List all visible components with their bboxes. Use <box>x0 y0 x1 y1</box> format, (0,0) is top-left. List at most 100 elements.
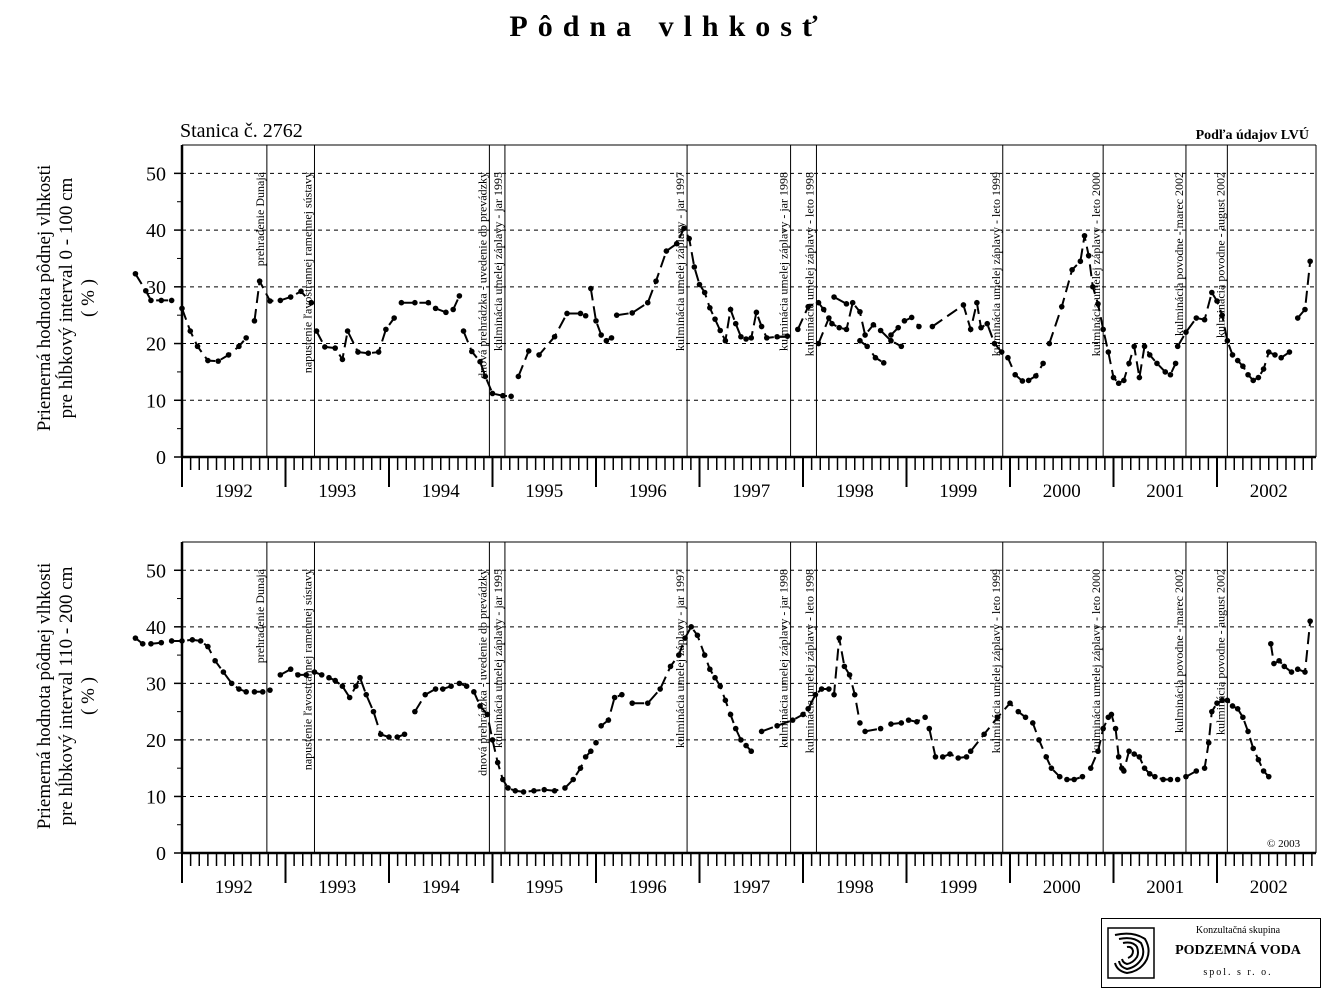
data-point <box>1271 660 1277 667</box>
data-point <box>1276 657 1282 664</box>
data-point <box>139 640 146 647</box>
data-point <box>551 333 558 340</box>
data-point <box>536 352 542 358</box>
data-point <box>1126 748 1132 755</box>
data-point <box>717 327 723 334</box>
station-label: Stanica č. 2762 <box>180 120 303 142</box>
data-point <box>743 336 749 342</box>
data-point <box>236 686 242 692</box>
x-tick-label: 1996 <box>629 481 667 502</box>
data-point <box>748 335 755 341</box>
x-tick-label: 1994 <box>422 481 461 502</box>
series-line <box>1089 712 1178 781</box>
data-point <box>1036 737 1042 743</box>
data-point <box>738 737 744 743</box>
data-point <box>629 310 636 316</box>
data-point <box>1019 378 1026 384</box>
data-point <box>363 691 370 698</box>
data-point <box>463 683 470 689</box>
data-point <box>582 312 589 319</box>
data-point <box>815 340 822 347</box>
data-point <box>667 663 674 670</box>
data-point <box>1152 773 1158 780</box>
data-point <box>344 328 351 334</box>
data-point <box>148 640 154 647</box>
data-point <box>836 635 843 641</box>
data-point <box>681 225 687 232</box>
data-point <box>820 306 827 313</box>
y-tick-label: 50 <box>146 163 166 185</box>
x-tick-label: 1999 <box>939 481 977 502</box>
data-point <box>707 305 713 311</box>
data-point <box>1174 343 1181 350</box>
data-point <box>932 754 939 760</box>
data-point <box>1240 714 1246 721</box>
data-point <box>582 754 589 760</box>
data-point <box>1025 377 1032 384</box>
data-point <box>267 687 273 693</box>
data-point <box>611 694 618 701</box>
data-point <box>984 320 991 327</box>
event-label: kulminácia umelej záplavy - jar 1997 <box>673 172 687 351</box>
data-point <box>701 652 708 658</box>
x-tick-label: 1999 <box>939 877 977 898</box>
data-point <box>1250 377 1257 384</box>
data-point <box>477 703 483 709</box>
data-point <box>1022 714 1029 721</box>
data-point <box>898 720 905 726</box>
data-point <box>963 754 970 760</box>
event-label: kulminácia umelej záplavy - leto 1998 <box>802 172 816 356</box>
data-point <box>394 734 401 740</box>
data-point <box>1005 354 1011 361</box>
data-point <box>422 691 429 698</box>
data-point <box>955 755 962 761</box>
data-point <box>189 637 196 643</box>
x-tick-label: 1993 <box>318 877 356 898</box>
data-point <box>1255 374 1262 381</box>
event-label: kulminácia umelej záplavy - jar 1995 <box>491 569 505 748</box>
series-line <box>969 701 1083 781</box>
data-point <box>1146 352 1153 358</box>
data-point <box>676 652 682 658</box>
data-point <box>836 324 843 331</box>
data-point <box>1136 754 1143 760</box>
data-point <box>1095 301 1101 307</box>
data-point <box>738 333 744 340</box>
data-point <box>753 309 760 316</box>
y-tick-label: 20 <box>146 334 166 356</box>
data-point <box>732 320 739 327</box>
data-point <box>308 299 315 306</box>
data-point <box>179 305 185 312</box>
data-point <box>694 632 701 639</box>
series-line <box>632 624 753 752</box>
data-point <box>653 278 659 284</box>
data-point <box>1167 371 1174 378</box>
data-point <box>412 708 418 715</box>
data-point <box>758 728 765 735</box>
data-point <box>1112 725 1119 732</box>
data-point <box>515 373 522 380</box>
data-point <box>1121 768 1127 774</box>
data-point <box>588 285 594 292</box>
data-point <box>1183 773 1189 780</box>
data-point <box>763 335 770 341</box>
data-point <box>870 322 877 328</box>
data-point <box>1255 756 1262 763</box>
data-point <box>482 373 489 380</box>
data-point <box>812 691 819 698</box>
y-tick-label: 40 <box>146 617 166 639</box>
data-point <box>205 643 211 650</box>
data-point <box>489 737 496 743</box>
data-point <box>605 717 612 723</box>
data-point <box>795 326 801 333</box>
data-point <box>251 689 258 695</box>
data-point <box>696 281 703 288</box>
data-point <box>1081 232 1088 239</box>
data-point <box>187 328 194 334</box>
x-tick-label: 2000 <box>1043 481 1081 502</box>
x-tick-label: 1994 <box>422 877 461 898</box>
data-point <box>843 326 850 333</box>
data-point <box>484 711 491 718</box>
event-label: kulminácia umelej záplavy - jar 1997 <box>673 569 687 748</box>
data-point <box>686 235 692 242</box>
